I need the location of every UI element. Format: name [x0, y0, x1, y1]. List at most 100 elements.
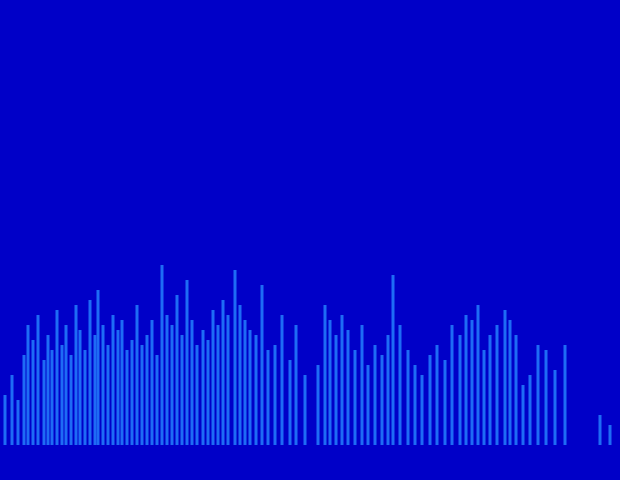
bar	[11, 375, 14, 445]
bar	[496, 325, 499, 445]
bar	[4, 395, 7, 445]
bar	[392, 275, 395, 445]
bar	[249, 330, 252, 445]
bar	[191, 320, 194, 445]
bar	[171, 325, 174, 445]
bar	[324, 305, 327, 445]
bar	[289, 360, 292, 445]
bar	[267, 350, 270, 445]
bar	[489, 335, 492, 445]
bar	[107, 345, 110, 445]
bar	[295, 325, 298, 445]
bar	[304, 375, 307, 445]
bar	[166, 315, 169, 445]
bar	[421, 375, 424, 445]
bar	[79, 330, 82, 445]
bar	[32, 340, 35, 445]
bar	[354, 350, 357, 445]
bar	[196, 345, 199, 445]
bar	[347, 330, 350, 445]
bar	[255, 335, 258, 445]
bar	[61, 345, 64, 445]
bar	[27, 325, 30, 445]
bar	[176, 295, 179, 445]
marks	[4, 265, 612, 445]
bar	[43, 360, 46, 445]
bar	[121, 320, 124, 445]
bar	[227, 315, 230, 445]
bar	[261, 285, 264, 445]
bar	[361, 325, 364, 445]
bar	[161, 265, 164, 445]
bar	[281, 315, 284, 445]
bar	[429, 355, 432, 445]
bar	[374, 345, 377, 445]
bar	[609, 425, 612, 445]
bar	[274, 345, 277, 445]
bar	[387, 335, 390, 445]
bar	[75, 305, 78, 445]
bar	[102, 325, 105, 445]
bar	[529, 375, 532, 445]
bar	[112, 315, 115, 445]
bar	[51, 350, 54, 445]
background	[0, 0, 620, 480]
bar	[599, 415, 602, 445]
bar	[407, 350, 410, 445]
bar	[329, 320, 332, 445]
bar	[136, 305, 139, 445]
bar	[537, 345, 540, 445]
bar	[515, 335, 518, 445]
bar	[244, 320, 247, 445]
bar	[465, 315, 468, 445]
bar	[217, 325, 220, 445]
bar	[151, 320, 154, 445]
bar	[234, 270, 237, 445]
bar	[47, 335, 50, 445]
bar	[94, 335, 97, 445]
bar	[436, 345, 439, 445]
bar	[222, 300, 225, 445]
bar	[37, 315, 40, 445]
bar	[239, 305, 242, 445]
bar	[367, 365, 370, 445]
bar	[17, 400, 20, 445]
bar	[156, 355, 159, 445]
bar	[459, 335, 462, 445]
bar	[509, 320, 512, 445]
bar	[97, 290, 100, 445]
bar	[335, 335, 338, 445]
bar	[414, 365, 417, 445]
bar	[545, 350, 548, 445]
bar	[317, 365, 320, 445]
bar	[131, 340, 134, 445]
bar	[451, 325, 454, 445]
bar	[444, 360, 447, 445]
bar	[117, 330, 120, 445]
bar	[84, 350, 87, 445]
bar	[341, 315, 344, 445]
bar	[212, 310, 215, 445]
bar	[65, 325, 68, 445]
bar	[522, 385, 525, 445]
bar	[554, 370, 557, 445]
bar	[399, 325, 402, 445]
chart	[0, 0, 620, 480]
bar	[70, 355, 73, 445]
bar	[207, 340, 210, 445]
bar	[477, 305, 480, 445]
bar	[146, 335, 149, 445]
bar	[181, 335, 184, 445]
bar	[141, 345, 144, 445]
bar	[381, 355, 384, 445]
bar	[186, 280, 189, 445]
bar	[504, 310, 507, 445]
bar	[564, 345, 567, 445]
bar	[56, 310, 59, 445]
bar	[89, 300, 92, 445]
bar	[126, 350, 129, 445]
bar	[483, 350, 486, 445]
bar	[23, 355, 26, 445]
bar	[471, 320, 474, 445]
bar	[202, 330, 205, 445]
